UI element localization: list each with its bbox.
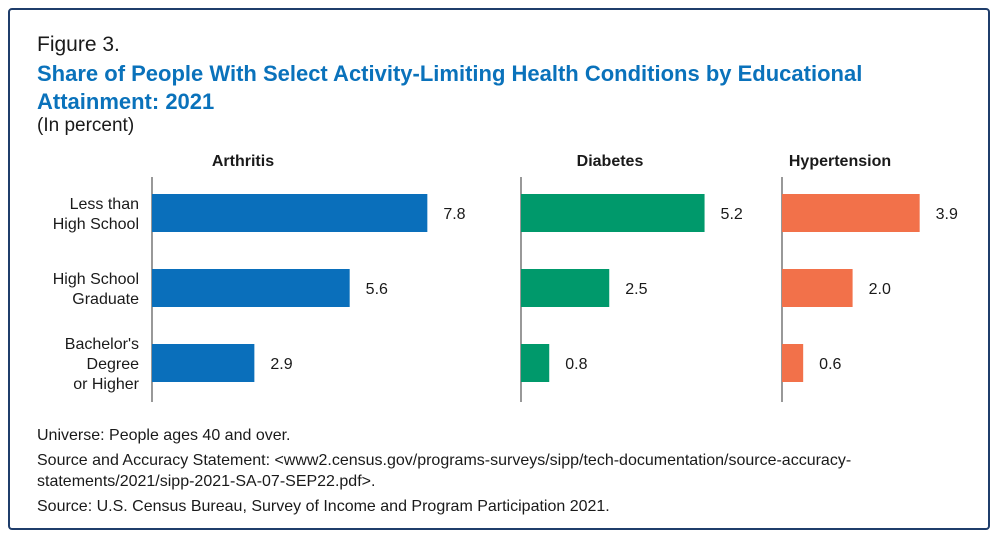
data-label-hypertension-1: 2.0 <box>869 281 891 298</box>
category-label-0-0: Less than <box>70 196 139 213</box>
universe-note: Universe: People ages 40 and over. <box>37 427 291 444</box>
source-note: Source: U.S. Census Bureau, Survey of In… <box>37 498 610 515</box>
data-label-arthritis-1: 5.6 <box>366 281 388 298</box>
figure-label: Figure 3. <box>37 33 120 56</box>
bar-arthritis-2 <box>152 344 255 382</box>
data-label-arthritis-2: 2.9 <box>270 356 292 373</box>
data-label-diabetes-2: 0.8 <box>565 356 587 373</box>
category-label-2-2: or Higher <box>73 376 139 393</box>
figure-frame <box>8 8 990 530</box>
category-label-2-1: Degree <box>87 356 140 373</box>
bar-diabetes-0 <box>521 194 705 232</box>
bar-arthritis-1 <box>152 269 350 307</box>
category-label-0-1: High School <box>53 216 139 233</box>
bar-hypertension-1 <box>782 269 853 307</box>
data-label-diabetes-0: 5.2 <box>721 206 743 223</box>
data-label-arthritis-0: 7.8 <box>443 206 465 223</box>
panel-header-arthritis: Arthritis <box>212 153 274 170</box>
category-label-1-1: Graduate <box>72 291 139 308</box>
data-label-diabetes-1: 2.5 <box>625 281 647 298</box>
data-label-hypertension-0: 3.9 <box>936 206 958 223</box>
chart-subtitle: (In percent) <box>37 115 135 136</box>
panel-header-hypertension: Hypertension <box>789 153 891 170</box>
panel-header-diabetes: Diabetes <box>577 153 644 170</box>
accuracy-note: Source and Accuracy Statement: <www2.cen… <box>37 452 852 490</box>
chart-title: Share of People With Select Activity-Lim… <box>37 61 863 114</box>
category-label-1-0: High School <box>53 271 139 288</box>
bar-diabetes-1 <box>521 269 610 307</box>
bar-arthritis-0 <box>152 194 428 232</box>
bar-hypertension-0 <box>782 194 920 232</box>
bar-hypertension-2 <box>782 344 804 382</box>
notes: Universe: People ages 40 and over. Sourc… <box>37 425 937 521</box>
category-label-2-0: Bachelor's <box>65 336 139 353</box>
data-label-hypertension-2: 0.6 <box>819 356 841 373</box>
bar-diabetes-2 <box>521 344 550 382</box>
